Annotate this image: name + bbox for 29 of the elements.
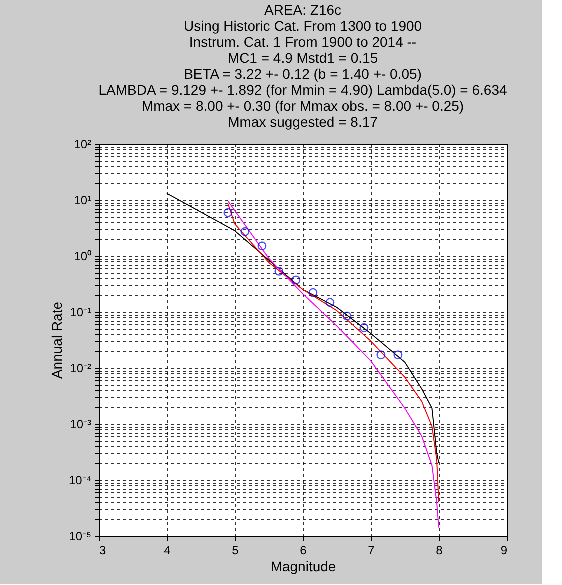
- x-tick-label: 8: [436, 544, 444, 558]
- point: [224, 208, 233, 218]
- y-tick-label: 10⁻⁴: [68, 474, 92, 488]
- point: [326, 298, 335, 308]
- point: [292, 276, 301, 285]
- chart-title: AREA: Z16c Using Historic Cat. From 1300 to 1900 Instrum. Cat. 1 From 1900 to 2014 -- MC1 = 4.9 Mstd1 = 0.15 BETA = 3.22 +- 0.12 (b = 1.40 +- 0.05) LAMBDA = 9.129 +- 1.892 (for Mmin = 4.90) Lambda(5.0) = 6.634 Mmax = 8.00 +- 0.30 (for Mmax obs. = 8.00 +- 0.25) Mmax suggested = 8.17: [98, 2, 508, 130]
- point: [274, 266, 284, 276]
- y-axis-title: Annual Rate: [48, 302, 65, 380]
- y-tick-label: 10⁻²: [70, 362, 92, 376]
- y-tick-label: 10⁻³: [70, 418, 92, 432]
- point: [308, 288, 318, 298]
- y-tick-label: 10¹: [74, 194, 92, 208]
- y-tick-label: 10²: [74, 138, 92, 152]
- point: [394, 350, 403, 360]
- point: [258, 242, 267, 251]
- y-tick-label: 10⁻¹: [70, 306, 92, 320]
- x-tick-label: 5: [232, 544, 240, 558]
- x-tick-label: 7: [368, 544, 376, 558]
- x-tick-label: 3: [100, 544, 106, 558]
- point: [342, 312, 352, 321]
- y-tick-label: 10⁻⁵: [69, 530, 92, 544]
- x-tick-label: 9: [500, 544, 508, 558]
- point: [360, 323, 369, 332]
- x-axis-title: Magnitude: [270, 558, 336, 574]
- point: [240, 227, 250, 236]
- x-tick-label: 4: [164, 544, 172, 558]
- point: [376, 350, 386, 360]
- y-tick-label: 10⁰: [74, 250, 92, 264]
- x-tick-label: 6: [300, 544, 308, 558]
